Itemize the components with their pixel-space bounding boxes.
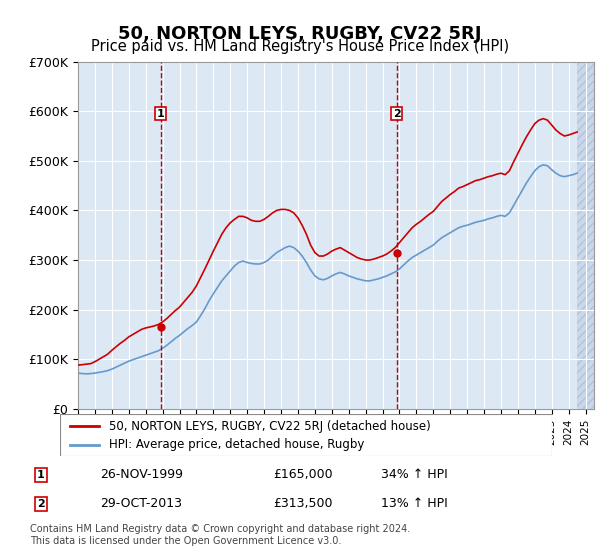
FancyBboxPatch shape (60, 414, 552, 456)
Text: 2: 2 (392, 109, 400, 119)
Text: 13% ↑ HPI: 13% ↑ HPI (381, 497, 448, 510)
Text: Price paid vs. HM Land Registry's House Price Index (HPI): Price paid vs. HM Land Registry's House … (91, 39, 509, 54)
Text: 26-NOV-1999: 26-NOV-1999 (100, 468, 183, 482)
Text: £313,500: £313,500 (273, 497, 332, 510)
Bar (577, 62, 594, 409)
Text: 29-OCT-2013: 29-OCT-2013 (100, 497, 182, 510)
Text: 50, NORTON LEYS, RUGBY, CV22 5RJ: 50, NORTON LEYS, RUGBY, CV22 5RJ (118, 25, 482, 43)
Text: 34% ↑ HPI: 34% ↑ HPI (381, 468, 448, 482)
Text: £165,000: £165,000 (273, 468, 332, 482)
Text: Contains HM Land Registry data © Crown copyright and database right 2024.
This d: Contains HM Land Registry data © Crown c… (30, 524, 410, 546)
Text: 1: 1 (157, 109, 165, 119)
Text: 2: 2 (37, 499, 44, 509)
Text: HPI: Average price, detached house, Rugby: HPI: Average price, detached house, Rugb… (109, 438, 365, 451)
Text: 50, NORTON LEYS, RUGBY, CV22 5RJ (detached house): 50, NORTON LEYS, RUGBY, CV22 5RJ (detach… (109, 419, 431, 433)
Text: 1: 1 (37, 470, 44, 480)
